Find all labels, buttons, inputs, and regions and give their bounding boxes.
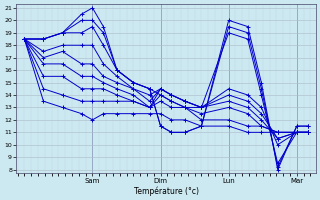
X-axis label: Température (°c): Température (°c) xyxy=(133,186,198,196)
